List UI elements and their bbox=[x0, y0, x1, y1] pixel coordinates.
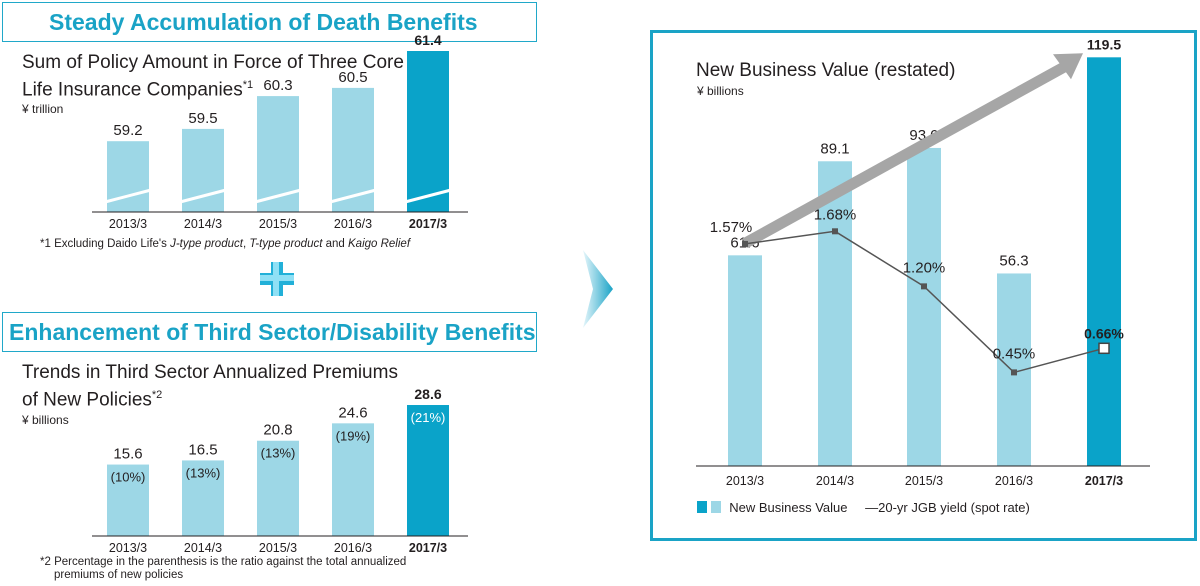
x-tick-label: 2016/3 bbox=[995, 474, 1033, 488]
section2-subtitle-line2: of New Policies*2 bbox=[22, 384, 398, 411]
legend-swatch-light bbox=[710, 501, 721, 513]
axis-break-mark bbox=[329, 188, 377, 204]
section1-subtitle: Sum of Policy Amount in Force of Three C… bbox=[22, 52, 404, 101]
yield-point bbox=[1011, 369, 1017, 376]
legend-swatch-dark bbox=[697, 501, 707, 513]
section3-unit: ¥ billions bbox=[697, 84, 744, 98]
trend-arrow bbox=[742, 59, 1072, 249]
x-tick-label: 2013/3 bbox=[726, 474, 764, 488]
x-tick-label: 2017/3 bbox=[409, 541, 447, 555]
section1-note-italic3: Kaigo Relief bbox=[348, 238, 411, 250]
yield-point bbox=[832, 228, 838, 235]
yield-label: 1.20% bbox=[903, 259, 946, 276]
x-tick-label: 2014/3 bbox=[816, 474, 854, 488]
ratio-label: (10%) bbox=[111, 470, 146, 485]
section1-note-prefix: *1 Excluding Daido Life's bbox=[40, 238, 171, 250]
bar bbox=[407, 405, 449, 536]
section2-unit: ¥ billions bbox=[22, 413, 69, 427]
legend-line-label: —20-yr JGB yield (spot rate) bbox=[865, 500, 1030, 515]
section1-footnote-mark: *1 bbox=[242, 79, 254, 91]
ratio-label: (13%) bbox=[261, 446, 296, 461]
section2-title: Enhancement of Third Sector/Disability B… bbox=[2, 312, 537, 352]
section2-footnote: *2 Percentage in the parenthesis is the … bbox=[40, 556, 406, 582]
legend-bar-label: New Business Value bbox=[729, 500, 848, 515]
section1-note-sep1: , bbox=[242, 238, 250, 250]
x-tick-label: 2016/3 bbox=[334, 217, 372, 231]
section1-subtitle-line1: Sum of Policy Amount in Force of Three C… bbox=[22, 52, 404, 73]
yield-point bbox=[1098, 342, 1110, 355]
x-tick-label: 2017/3 bbox=[409, 217, 447, 231]
x-tick-label: 2015/3 bbox=[905, 474, 943, 488]
axis-break-mark bbox=[104, 188, 152, 204]
section2-subtitle: Trends in Third Sector Annualized Premiu… bbox=[22, 362, 398, 411]
yield-point bbox=[742, 240, 748, 247]
data-label: 59.5 bbox=[188, 110, 217, 127]
x-tick-label: 2014/3 bbox=[184, 217, 222, 231]
section1-note-sep2: and bbox=[322, 238, 348, 250]
bar bbox=[257, 440, 299, 536]
data-label: 15.6 bbox=[113, 446, 142, 463]
x-tick-label: 2014/3 bbox=[184, 541, 222, 555]
plus-icon bbox=[260, 262, 294, 296]
section1-subtitle-text: Life Insurance Companies bbox=[22, 79, 243, 101]
bar bbox=[107, 464, 149, 536]
section1-footnote: *1 Excluding Daido Life's J-type product… bbox=[40, 238, 410, 251]
bar bbox=[407, 51, 449, 212]
bar bbox=[1087, 57, 1121, 466]
ratio-label: (21%) bbox=[411, 410, 446, 425]
data-label: 61.4 bbox=[414, 32, 441, 48]
bar bbox=[332, 423, 374, 536]
legend: New Business Value —20-yr JGB yield (spo… bbox=[697, 500, 1030, 516]
yield-label: 0.66% bbox=[1084, 325, 1124, 341]
section1-unit: ¥ trillion bbox=[22, 102, 64, 116]
section1-note-italic2: T-type product bbox=[249, 238, 323, 250]
data-label: 24.6 bbox=[338, 404, 367, 421]
bar bbox=[818, 161, 852, 466]
yield-point bbox=[921, 283, 927, 290]
chart-policy-amount: 59.2 2013/3 59.5 2014/3 60.3 2015/3 60.5 2016/3… bbox=[92, 32, 468, 231]
x-tick-label: 2013/3 bbox=[109, 217, 147, 231]
data-label: 16.5 bbox=[188, 441, 217, 458]
section2-subtitle-line1: Trends in Third Sector Annualized Premiu… bbox=[22, 362, 398, 383]
bar bbox=[182, 460, 224, 536]
bar bbox=[728, 255, 762, 466]
data-label: 60.3 bbox=[263, 77, 292, 94]
axis-break-mark bbox=[179, 188, 227, 204]
x-tick-label: 2017/3 bbox=[1085, 474, 1123, 488]
chevron-right-icon bbox=[583, 250, 613, 328]
data-label: 60.5 bbox=[338, 69, 367, 86]
data-label: 89.1 bbox=[820, 140, 849, 157]
chart-third-sector: 15.6 (10%) 2013/3 16.5 (13%) 2014/3 20.8 (13%) 2… bbox=[92, 386, 468, 555]
data-label: 56.3 bbox=[999, 252, 1028, 269]
data-label: 119.5 bbox=[1087, 36, 1121, 52]
ratio-label: (19%) bbox=[336, 428, 371, 443]
section1-subtitle-line2: Life Insurance Companies*1 bbox=[22, 74, 404, 101]
trend-arrow-head bbox=[1053, 53, 1083, 80]
chart-new-business-value: 61.62013/389.12014/393.02015/356.32016/3… bbox=[696, 36, 1150, 488]
yield-label: 1.57% bbox=[710, 219, 753, 236]
section3-subtitle: New Business Value (restated) bbox=[696, 60, 956, 81]
data-label: 28.6 bbox=[414, 386, 441, 402]
x-tick-label: 2015/3 bbox=[259, 217, 297, 231]
section1-title: Steady Accumulation of Death Benefits bbox=[2, 2, 537, 42]
section2-note-line1: *2 Percentage in the parenthesis is the … bbox=[40, 556, 407, 568]
axis-break-mark bbox=[254, 188, 302, 204]
yield-label: 0.45% bbox=[993, 345, 1036, 362]
x-tick-label: 2015/3 bbox=[259, 541, 297, 555]
ratio-label: (13%) bbox=[186, 465, 221, 480]
yield-label: 1.68% bbox=[814, 206, 857, 223]
x-tick-label: 2013/3 bbox=[109, 541, 147, 555]
x-tick-label: 2016/3 bbox=[334, 541, 372, 555]
data-label: 20.8 bbox=[263, 422, 292, 439]
section2-footnote-mark: *2 bbox=[151, 389, 163, 401]
section2-note-line2: premiums of new policies bbox=[54, 569, 184, 581]
bar bbox=[907, 147, 941, 466]
section2-subtitle-text: of New Policies bbox=[22, 389, 152, 411]
section1-note-italic1: J-type product bbox=[170, 238, 243, 250]
axis-break-mark bbox=[404, 188, 452, 204]
data-label: 59.2 bbox=[113, 122, 142, 139]
